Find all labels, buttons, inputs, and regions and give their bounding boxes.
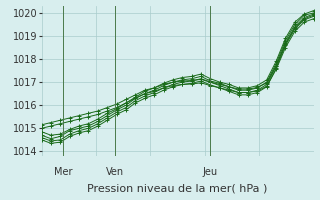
Text: Jeu: Jeu [203, 167, 218, 177]
Text: Pression niveau de la mer( hPa ): Pression niveau de la mer( hPa ) [87, 184, 268, 194]
Text: Ven: Ven [106, 167, 124, 177]
Text: Mer: Mer [54, 167, 73, 177]
